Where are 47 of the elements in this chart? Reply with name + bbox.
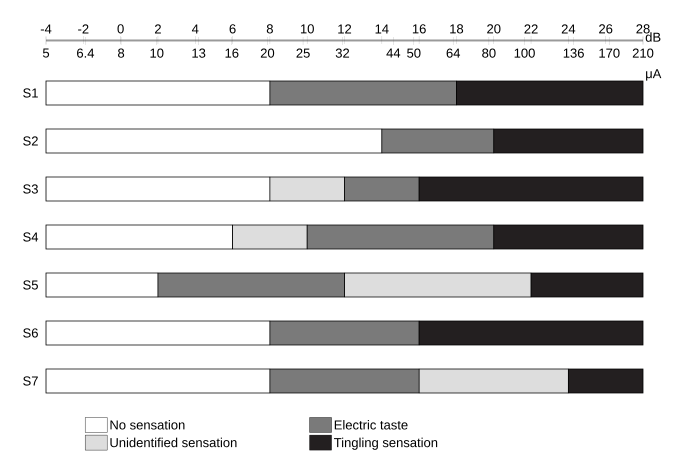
y-tick-label: S6: [23, 328, 38, 338]
x2-tick-label: 10: [150, 48, 164, 58]
legend-label: Tingling sensation: [334, 438, 438, 450]
x-tick-label: 10: [300, 24, 314, 34]
x-tick-label: 26: [599, 24, 612, 34]
x-tick-label: 2: [154, 24, 161, 34]
x2-tick-label: 170: [599, 48, 620, 58]
x2-tick-label: 44: [386, 48, 400, 58]
x2-tick-label: 100: [514, 48, 535, 58]
x2-tick-label: 210: [632, 48, 654, 58]
x2-tick-label: 16: [226, 48, 238, 58]
x-axis-title: dB: [646, 32, 660, 42]
x-tick-label: 4: [192, 24, 198, 34]
x2-tick-label: 50: [407, 48, 421, 58]
x-tick-label: 12: [338, 24, 352, 34]
x-tick-label: 18: [450, 24, 464, 34]
y-tick-label: S5: [23, 280, 38, 290]
x-tick-label: 0: [118, 24, 124, 34]
x2-tick-label: 25: [296, 48, 310, 58]
y-tick-label: S7: [23, 376, 38, 386]
x2-tick-label: 32: [336, 48, 350, 58]
x2-tick-label: 5: [42, 48, 50, 58]
x-tick-label: 16: [412, 24, 426, 34]
x-tick-label: 6: [230, 24, 236, 34]
x2-tick-label: 20: [260, 48, 274, 58]
x2-tick-label: 136: [564, 48, 584, 58]
y-tick-label: S4: [23, 232, 38, 242]
legend-label: Unidentified sensation: [110, 438, 236, 448]
x-tick-label: 28: [636, 24, 650, 34]
x-tick-label: 24: [562, 24, 576, 34]
x2-axis-title: μA: [646, 69, 662, 81]
y-tick-label: S1: [23, 88, 38, 98]
x-tick-label: 22: [524, 24, 538, 34]
x2-tick-label: 64: [446, 48, 460, 58]
x-tick-label: 14: [376, 24, 389, 34]
y-tick-label: S3: [23, 184, 38, 194]
x2-tick-label: 8: [118, 48, 124, 58]
x-tick-label: 20: [487, 24, 500, 34]
x-tick-label: 8: [266, 24, 273, 34]
x-tick-label: -2: [78, 24, 88, 34]
x2-tick-label: 80: [482, 48, 496, 58]
x2-tick-label: 6.4: [77, 48, 94, 58]
y-tick-label: S2: [23, 136, 38, 146]
legend-label: No sensation: [110, 420, 184, 430]
legend-label: Electric taste: [334, 420, 408, 430]
x2-tick-label: 13: [192, 48, 206, 58]
x-tick-label: -4: [40, 24, 52, 34]
